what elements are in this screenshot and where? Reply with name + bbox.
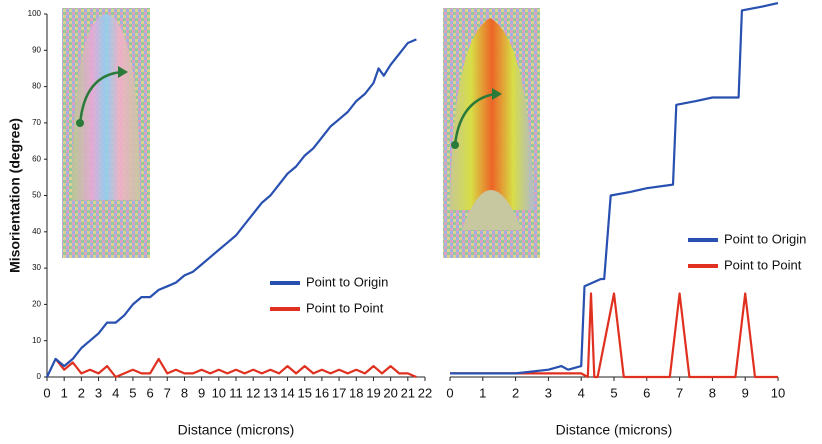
inset-image-left <box>62 8 150 258</box>
data-line <box>450 292 778 379</box>
y-tick-label: 0 <box>37 372 42 381</box>
y-tick-label: 20 <box>32 300 41 309</box>
x-tick-label: 21 <box>401 385 415 400</box>
x-tick-label: 0 <box>446 385 453 400</box>
x-tick-label: 0 <box>43 385 50 400</box>
x-tick-label: 10 <box>771 385 785 400</box>
x-tick-label: 9 <box>198 385 205 400</box>
x-tick-label: 15 <box>297 385 311 400</box>
x-tick-label: 1 <box>61 385 68 400</box>
x-tick-label: 6 <box>643 385 650 400</box>
y-tick-label: 50 <box>32 191 41 200</box>
y-tick-label: 100 <box>28 9 42 18</box>
y-tick-label: 70 <box>32 118 41 127</box>
x-tick-label: 7 <box>164 385 171 400</box>
x-tick-label: 16 <box>315 385 329 400</box>
x-tick-label: 1 <box>479 385 486 400</box>
x-tick-label: 6 <box>146 385 153 400</box>
x-tick-label: 20 <box>383 385 397 400</box>
y-tick-label: 40 <box>32 227 41 236</box>
x-tick-label: 14 <box>280 385 294 400</box>
x-tick-label: 4 <box>578 385 585 400</box>
y-tick-label: 30 <box>32 263 41 272</box>
x-tick-label: 3 <box>545 385 552 400</box>
y-axis-label: Misorientation (degree) <box>7 118 23 273</box>
x-tick-label: 13 <box>263 385 277 400</box>
x-tick-label: 3 <box>95 385 102 400</box>
x-tick-label: 22 <box>418 385 432 400</box>
x-tick-label: 5 <box>129 385 136 400</box>
x-axis-label: Distance (microns) <box>178 422 295 438</box>
y-tick-label: 60 <box>32 154 41 163</box>
x-tick-label: 7 <box>676 385 683 400</box>
x-axis-label: Distance (microns) <box>556 422 673 438</box>
y-tick-label: 10 <box>32 336 41 345</box>
x-tick-label: 8 <box>709 385 716 400</box>
legend-label: Point to Point <box>306 300 384 315</box>
x-tick-label: 5 <box>610 385 617 400</box>
x-tick-label: 18 <box>349 385 363 400</box>
x-tick-label: 2 <box>512 385 519 400</box>
x-tick-label: 8 <box>181 385 188 400</box>
data-line <box>54 357 417 379</box>
y-tick-label: 80 <box>32 82 41 91</box>
legend-label: Point to Origin <box>306 274 388 289</box>
legend-label: Point to Origin <box>724 231 806 246</box>
x-tick-label: 17 <box>332 385 346 400</box>
x-tick-label: 10 <box>212 385 226 400</box>
x-tick-label: 4 <box>112 385 119 400</box>
x-tick-label: 9 <box>742 385 749 400</box>
data-line <box>46 38 417 378</box>
data-line <box>450 2 779 375</box>
x-tick-label: 19 <box>366 385 380 400</box>
y-tick-label: 90 <box>32 45 41 54</box>
x-tick-label: 2 <box>78 385 85 400</box>
x-tick-label: 12 <box>246 385 260 400</box>
inset-image-right <box>443 8 540 258</box>
x-tick-label: 11 <box>229 385 243 400</box>
legend-label: Point to Point <box>724 257 802 272</box>
